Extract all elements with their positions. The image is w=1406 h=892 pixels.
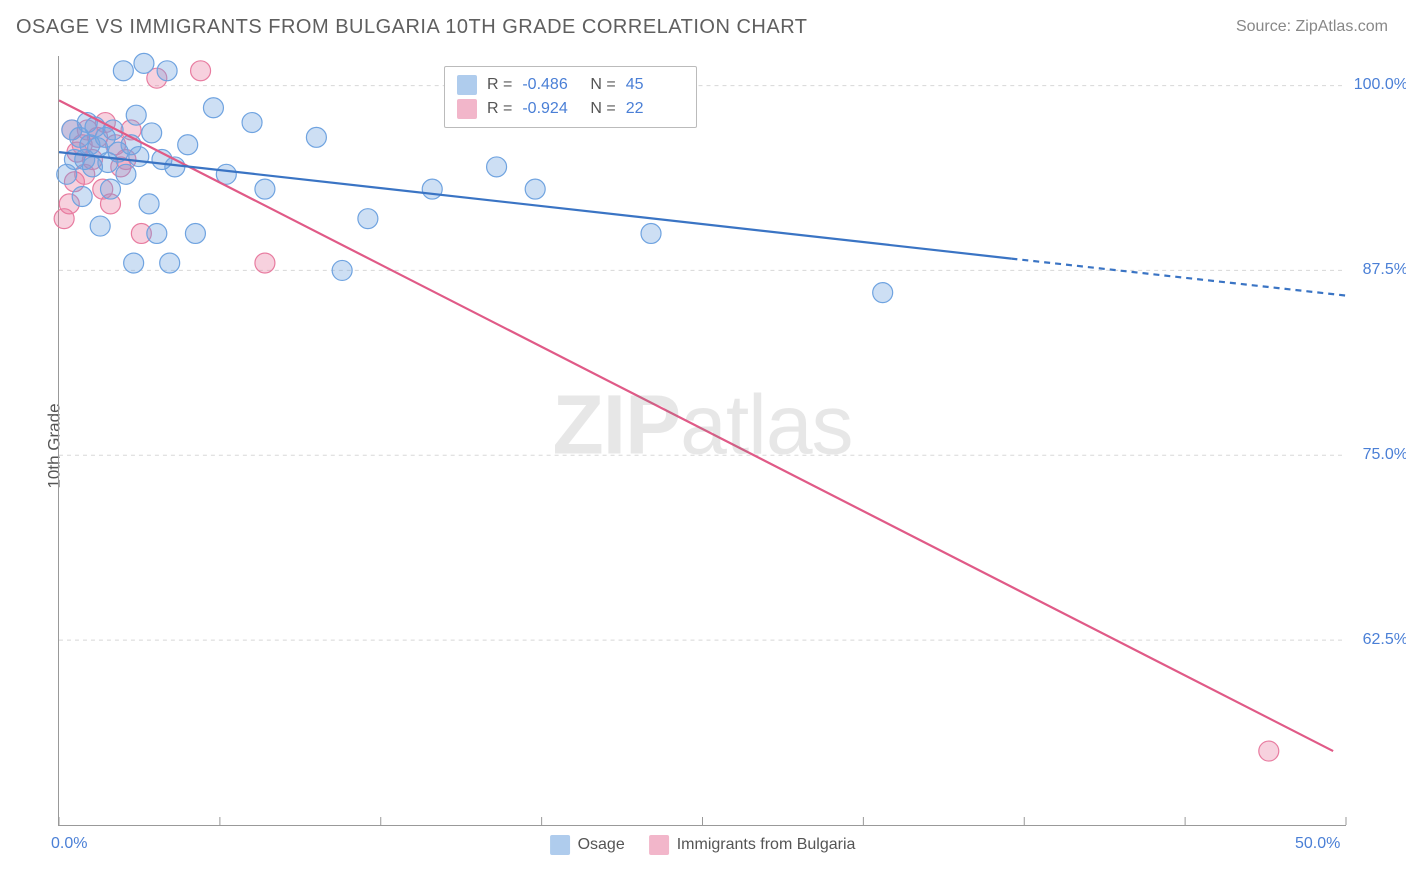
source-name: ZipAtlas.com bbox=[1296, 18, 1388, 35]
n-value-osage: 45 bbox=[626, 76, 684, 94]
r-value-osage: -0.486 bbox=[522, 76, 580, 94]
legend-row-bulgaria: R = -0.924 N = 22 bbox=[457, 97, 684, 121]
r-label: R = bbox=[487, 100, 512, 118]
legend-item-osage: Osage bbox=[550, 835, 625, 855]
legend-label-osage: Osage bbox=[578, 836, 625, 854]
legend-stats: R = -0.486 N = 45 R = -0.924 N = 22 bbox=[444, 66, 697, 128]
legend-series: Osage Immigrants from Bulgaria bbox=[550, 835, 856, 855]
swatch-osage-icon bbox=[550, 835, 570, 855]
r-label: R = bbox=[487, 76, 512, 94]
chart-title: OSAGE VS IMMIGRANTS FROM BULGARIA 10TH G… bbox=[16, 16, 808, 39]
y-tick-label: 62.5% bbox=[1363, 631, 1406, 649]
legend-row-osage: R = -0.486 N = 45 bbox=[457, 73, 684, 97]
swatch-bulgaria-icon bbox=[649, 835, 669, 855]
swatch-osage bbox=[457, 75, 477, 95]
x-tick-label: 0.0% bbox=[51, 835, 87, 853]
n-value-bulgaria: 22 bbox=[626, 100, 684, 118]
y-tick-label: 87.5% bbox=[1363, 261, 1406, 279]
source-prefix: Source: bbox=[1236, 18, 1296, 35]
x-tick-label: 50.0% bbox=[1295, 835, 1340, 853]
legend-label-bulgaria: Immigrants from Bulgaria bbox=[677, 836, 856, 854]
y-tick-label: 75.0% bbox=[1363, 446, 1406, 464]
source-attribution: Source: ZipAtlas.com bbox=[1236, 18, 1388, 36]
chart-svg bbox=[59, 56, 1346, 825]
legend-item-bulgaria: Immigrants from Bulgaria bbox=[649, 835, 856, 855]
plot-area: ZIPatlas R = -0.486 N = 45 R = -0.924 N … bbox=[58, 56, 1346, 826]
n-label: N = bbox=[590, 100, 615, 118]
r-value-bulgaria: -0.924 bbox=[522, 100, 580, 118]
n-label: N = bbox=[590, 76, 615, 94]
y-tick-label: 100.0% bbox=[1354, 76, 1406, 94]
swatch-bulgaria bbox=[457, 99, 477, 119]
